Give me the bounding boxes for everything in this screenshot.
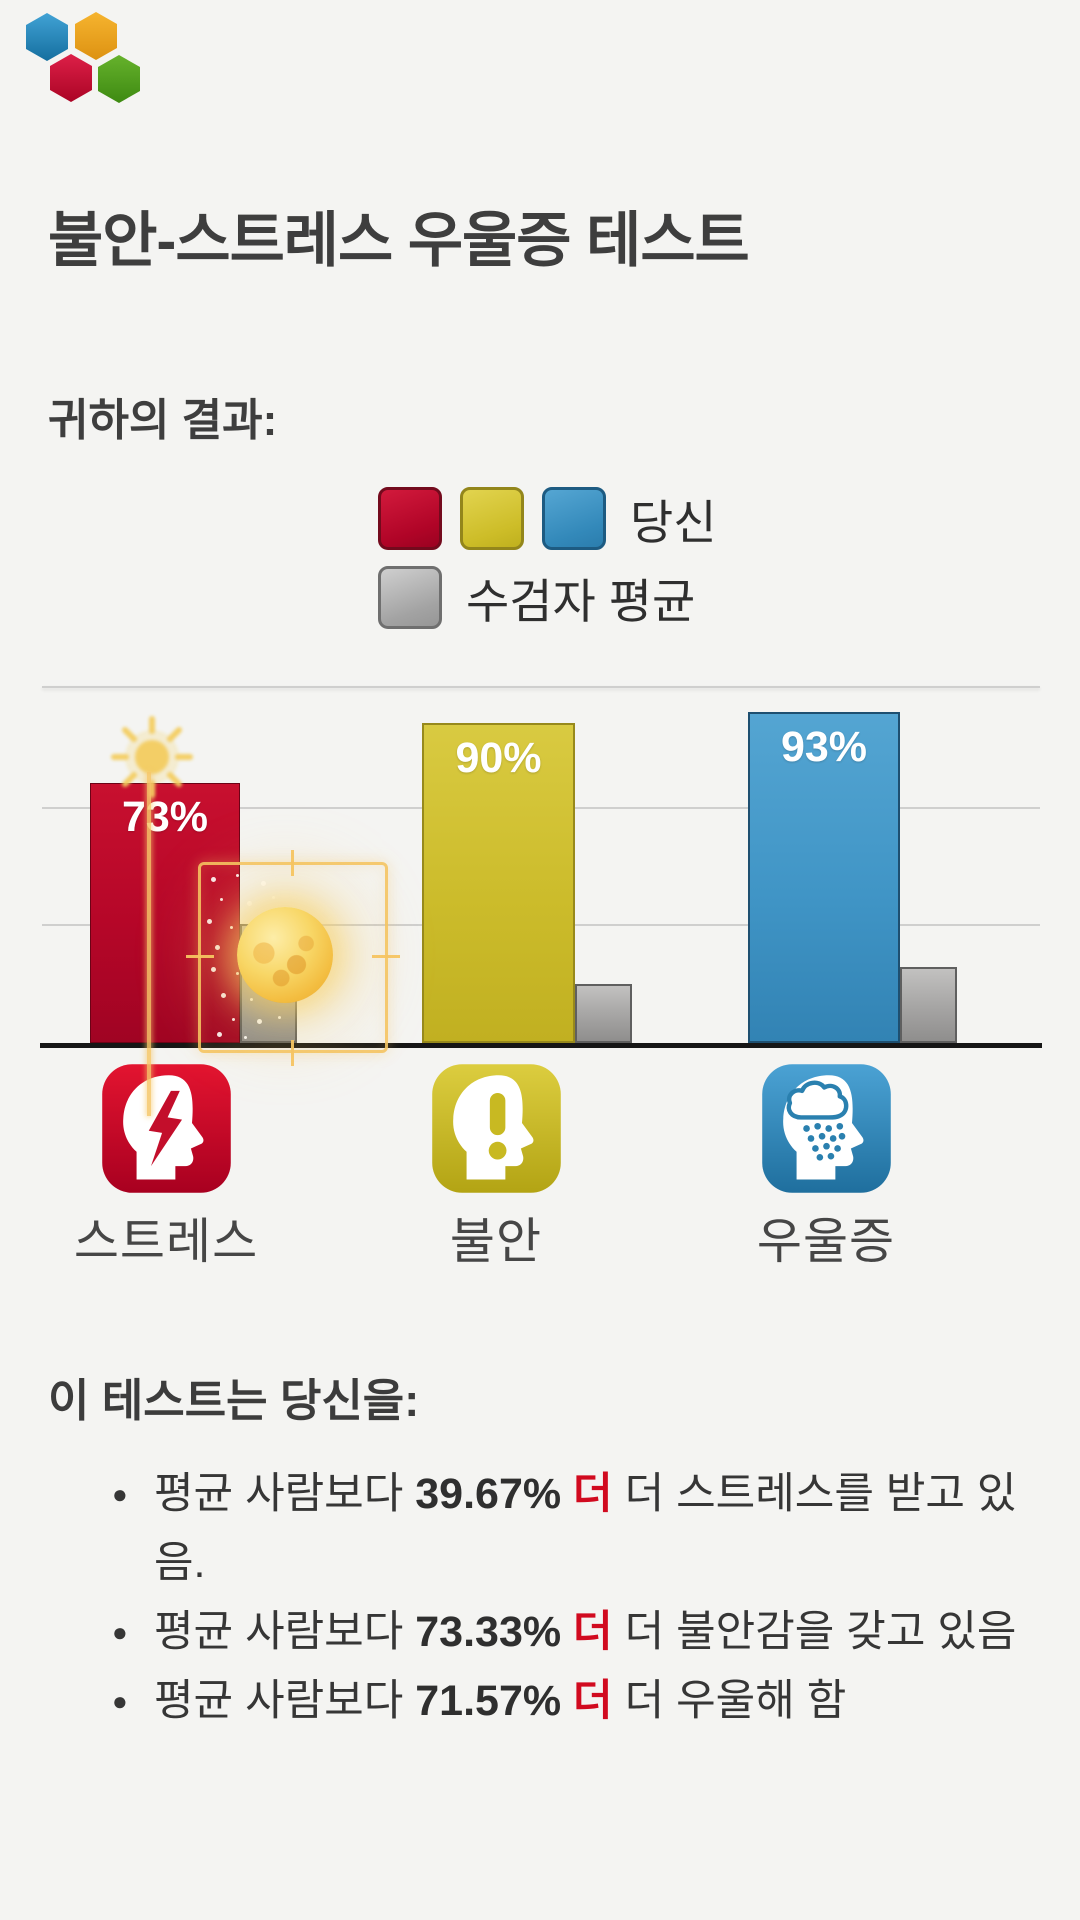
stress-diff-percent: 39.67% <box>415 1470 562 1518</box>
summary-item-stress: 평균 사람보다 39.67% 더 더 스트레스를 받고 있음. <box>112 1460 1043 1598</box>
legend-row-you: 당신 <box>378 487 716 550</box>
overlay-sparkles <box>206 870 209 873</box>
category-label-depression: 우울증 <box>756 1215 896 1269</box>
anxiety-diff-percent: 73.33% <box>415 1608 562 1656</box>
depression-icon <box>762 1064 891 1193</box>
summary-list: 평균 사람보다 39.67% 더 더 스트레스를 받고 있음. 평균 사람보다 … <box>112 1460 1043 1736</box>
gridline-100 <box>42 686 1040 688</box>
legend-row-average: 수검자 평균 <box>378 566 716 629</box>
anxiety-more-word: 더 <box>561 1608 613 1656</box>
category-label-stress: 스트레스 <box>73 1215 259 1269</box>
summary-item-anxiety: 평균 사람보다 73.33% 더 더 불안감을 갖고 있음 <box>112 1598 1043 1667</box>
moon-icon <box>237 907 333 1003</box>
legend-label-average: 수검자 평균 <box>466 575 696 628</box>
bar-depression-you: 93% <box>748 712 900 1043</box>
results-heading: 귀하의 결과: <box>48 396 278 445</box>
legend-swatch-red <box>378 487 442 550</box>
bar-anxiety-average <box>575 984 632 1043</box>
overlay-beam-line <box>147 772 151 1116</box>
legend-label-you: 당신 <box>630 496 717 549</box>
sun-icon <box>111 716 193 798</box>
x-axis-line <box>40 1043 1042 1048</box>
depression-diff-percent: 71.57% <box>415 1677 562 1725</box>
hexagon-logo-icon <box>26 12 140 103</box>
stress-icon <box>102 1064 231 1193</box>
bar-value-anxiety: 90% <box>455 734 542 782</box>
category-label-anxiety: 불안 <box>449 1215 543 1269</box>
bar-anxiety-you: 90% <box>422 723 575 1043</box>
chart-legend: 당신 수검자 평균 <box>378 487 716 645</box>
summary-heading: 이 테스트는 당신을: <box>48 1375 420 1426</box>
legend-swatch-yellow <box>460 487 524 550</box>
bar-depression-average <box>900 967 957 1043</box>
legend-swatch-gray <box>378 566 442 629</box>
overlay-tick-top <box>291 850 294 876</box>
bar-value-depression: 93% <box>780 723 868 771</box>
overlay-tick-bottom <box>291 1040 294 1066</box>
depression-more-word: 더 <box>561 1677 613 1725</box>
bar-value-stress: 73% <box>121 793 209 841</box>
bar-stress-you: 73% <box>90 783 240 1043</box>
page-title: 불안-스트레스 우울증 테스트 <box>48 207 750 274</box>
overlay-tick-left <box>186 955 214 958</box>
legend-swatch-blue <box>542 487 606 550</box>
anxiety-icon <box>432 1064 561 1193</box>
summary-item-depression: 평균 사람보다 71.57% 더 더 우울해 함 <box>112 1667 1043 1736</box>
overlay-tick-right <box>372 955 400 958</box>
stress-more-word: 더 <box>561 1470 613 1518</box>
